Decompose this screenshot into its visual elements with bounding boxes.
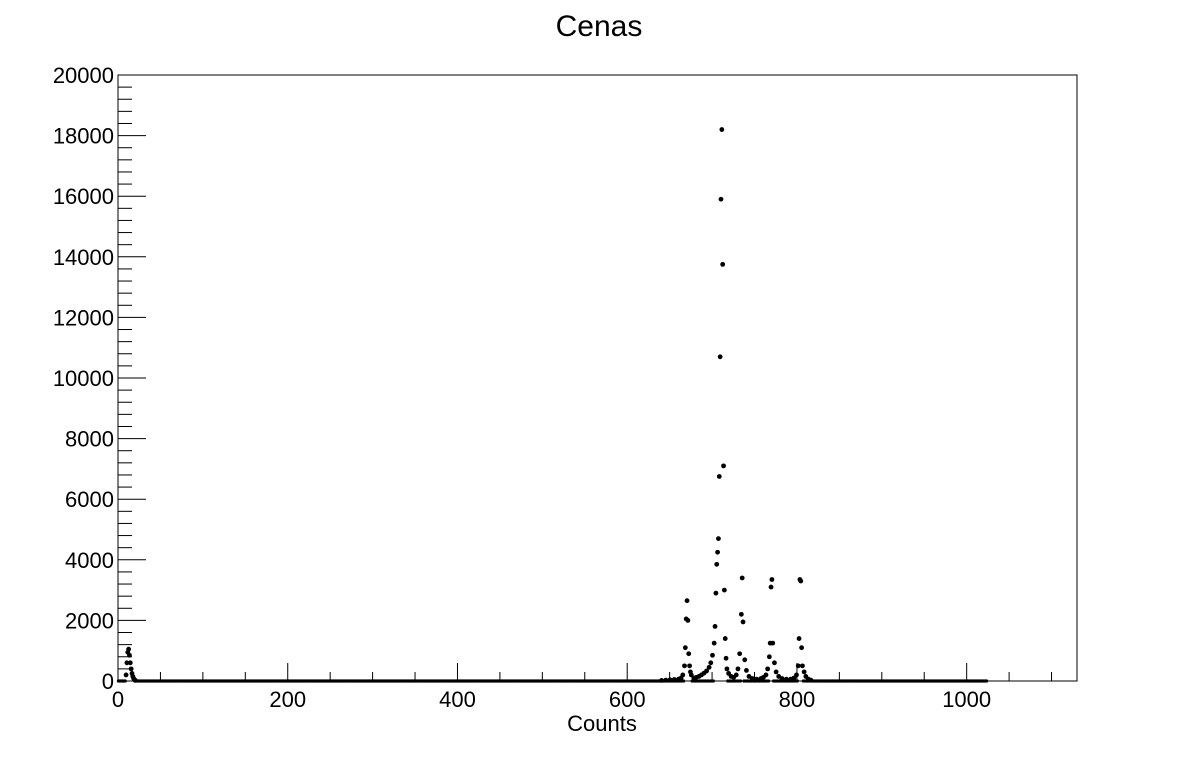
data-point (768, 584, 774, 590)
tick-labels: 0 200 400 600 800 100002000400060008000100001… (53, 63, 991, 712)
x-tick-label: 0 (112, 687, 124, 712)
x-tick-label: 400 (439, 687, 476, 712)
data-point (721, 587, 727, 593)
data-point (686, 651, 692, 657)
data-point (740, 619, 746, 625)
data-point (124, 660, 130, 666)
data-point (682, 663, 687, 669)
data-point (722, 636, 728, 641)
data-point (717, 354, 723, 360)
data-point (798, 578, 804, 584)
data-point (738, 611, 744, 617)
y-tick-label: 6000 (65, 487, 114, 512)
y-tick-label: 18000 (53, 124, 114, 149)
data-point (123, 672, 129, 678)
data-point (744, 667, 749, 673)
data-point (128, 666, 134, 672)
y-tick-label: 16000 (53, 184, 114, 209)
data-point (706, 664, 712, 670)
data-point (685, 618, 691, 623)
y-tick-label: 10000 (53, 366, 114, 391)
data-point (718, 196, 724, 202)
x-tick-label: 800 (779, 687, 816, 712)
x-tick-label: 200 (269, 687, 306, 712)
y-tick-label: 20000 (53, 63, 114, 88)
axis-ticks (117, 74, 1053, 682)
data-point (684, 598, 690, 604)
data-point (742, 657, 748, 663)
data-point (713, 590, 719, 596)
data-point (680, 672, 686, 678)
data-point (801, 669, 807, 675)
data-point (687, 663, 692, 669)
data-point (708, 660, 714, 666)
data-point (712, 624, 718, 629)
data-point (765, 666, 771, 672)
data-point (127, 660, 133, 666)
data-point (682, 645, 688, 651)
data-point (769, 577, 775, 582)
y-tick-label: 14000 (53, 245, 114, 270)
y-tick-label: 0 (102, 669, 114, 694)
data-point (733, 672, 739, 678)
data-point (711, 640, 717, 646)
data-point (126, 646, 132, 652)
data-point (799, 645, 805, 651)
data-point (772, 660, 777, 666)
y-tick-label: 8000 (65, 427, 114, 452)
data-point (714, 561, 720, 567)
data-point (770, 640, 776, 646)
data-point (794, 672, 799, 678)
data-point (716, 474, 722, 479)
chart-title: Cenas (556, 10, 643, 43)
data-point (721, 463, 726, 469)
x-tick-label: 600 (609, 687, 646, 712)
x-axis-label: Counts (567, 711, 637, 736)
data-point (737, 651, 743, 657)
data-point (704, 668, 709, 674)
y-tick-label: 4000 (65, 548, 114, 573)
data-point (719, 127, 725, 132)
data-points (116, 127, 989, 683)
data-point (796, 636, 802, 641)
data-point (716, 536, 721, 541)
data-point (720, 261, 726, 267)
data-point (739, 575, 745, 581)
data-point (723, 655, 729, 661)
data-point (710, 652, 715, 658)
data-point (800, 663, 805, 669)
data-point (766, 654, 772, 660)
data-point (127, 652, 132, 658)
data-point (773, 669, 779, 675)
y-tick-label: 2000 (65, 608, 114, 633)
data-point (795, 663, 801, 669)
data-point (715, 549, 720, 555)
data-point (763, 672, 769, 678)
y-tick-label: 12000 (53, 305, 114, 330)
x-tick-label: 1000 (942, 687, 991, 712)
plot-frame (117, 74, 1078, 682)
data-point (735, 666, 741, 672)
data-point (724, 666, 730, 672)
